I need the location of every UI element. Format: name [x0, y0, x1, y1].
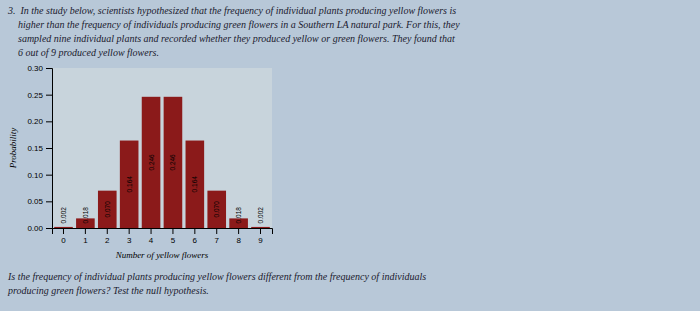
tick-label: 6 — [193, 236, 198, 245]
paragraph: Is the frequency of individual plants pr… — [7, 271, 426, 296]
tick-mark — [46, 175, 52, 176]
page: 3. In the study below, scientists hypoth… — [0, 0, 700, 311]
tick-mark — [46, 121, 52, 122]
tick: 0.15 — [27, 144, 52, 153]
data-label: 0.018 — [82, 207, 89, 224]
tick-mark — [107, 228, 108, 234]
tick: 0.00 — [27, 224, 52, 233]
paragraph-line: 6 out of 9 produced yellow flowers. — [8, 47, 159, 58]
tick-label: 5 — [171, 236, 176, 245]
bars — [54, 97, 270, 228]
tick: 0.20 — [27, 117, 52, 126]
tick-label: 0.20 — [27, 117, 43, 126]
bar — [251, 227, 270, 228]
data-label: 0.246 — [169, 154, 176, 171]
tick-label: 0.10 — [27, 171, 43, 180]
tick: 0.10 — [27, 171, 52, 180]
data-label: 0.070 — [104, 201, 111, 218]
tick: 0.30 — [27, 64, 52, 73]
tick-mark — [129, 228, 130, 234]
bar — [120, 141, 139, 228]
paragraph-line: sampled nine individual plants and recor… — [8, 33, 455, 44]
bar — [142, 97, 161, 228]
tick-label: 0 — [61, 236, 66, 245]
tick-label: 7 — [214, 236, 219, 245]
paragraph-line: 3. In the study below, scientists hypoth… — [7, 5, 456, 16]
data-label: 0.002 — [257, 207, 264, 224]
tick-label: 0.25 — [27, 91, 43, 100]
data-label: 0.018 — [235, 207, 242, 224]
tick: 0 — [61, 228, 66, 245]
tick: 4 — [149, 228, 154, 245]
tick-mark — [46, 95, 52, 96]
tick-mark — [260, 228, 261, 234]
tick-mark — [46, 148, 52, 149]
tick-label: 3 — [127, 236, 132, 245]
tick-label: 0.05 — [27, 197, 43, 206]
plot-background — [52, 68, 272, 228]
tick: 7 — [214, 228, 219, 245]
tick-label: 8 — [236, 236, 241, 245]
chart: 0 1 2 3 4 5 6 7 8 9 0.00 0.05 0.10 0.15 0.20 0.25 0.30 Nu… — [8, 64, 273, 260]
data-label: 0.070 — [213, 201, 220, 218]
y-axis-title: Probability — [8, 128, 18, 170]
data-label: 0.164 — [126, 176, 133, 193]
tick-mark — [172, 228, 173, 234]
tick-mark — [216, 228, 217, 234]
tick-label: 0.30 — [27, 64, 43, 73]
bar — [164, 97, 183, 228]
tick: 5 — [171, 228, 176, 245]
bar — [207, 191, 226, 228]
paragraph: 3. In the study below, scientists hypoth… — [7, 5, 460, 58]
paragraph-line: Is the frequency of individual plants pr… — [7, 271, 426, 282]
tick-mark — [238, 228, 239, 234]
tick: 2 — [105, 228, 110, 245]
tick-label: 2 — [105, 236, 110, 245]
tick: 0.25 — [27, 91, 52, 100]
tick-label: 0.00 — [27, 224, 43, 233]
tick-label: 4 — [149, 236, 154, 245]
tick: 6 — [193, 228, 198, 245]
paragraph-line: producing green flowers? Test the null h… — [7, 285, 209, 296]
x-axis-title: Number of yellow flowers — [115, 250, 209, 260]
tick-mark — [151, 228, 152, 234]
tick-mark — [85, 228, 86, 234]
data-label: 0.002 — [60, 207, 67, 224]
tick-mark — [46, 201, 52, 202]
tick-mark — [46, 228, 52, 229]
bar — [54, 227, 73, 228]
y-axis: 0.00 0.05 0.10 0.15 0.20 0.25 0.30 — [27, 64, 52, 233]
tick: 8 — [236, 228, 241, 245]
paragraph-line: higher than the frequency of individuals… — [8, 19, 460, 30]
tick: 0.05 — [27, 197, 52, 206]
bar — [98, 191, 117, 228]
data-label: 0.246 — [148, 154, 155, 171]
tick-mark — [46, 68, 52, 69]
x-axis: 0 1 2 3 4 5 6 7 8 9 — [53, 228, 273, 245]
tick: 9 — [258, 228, 263, 245]
data-labels: 0.002 0.018 0.070 0.164 0.246 0.246 0.164 0.070… — [60, 154, 264, 224]
tick-mark — [194, 228, 195, 234]
tick-mark — [63, 228, 64, 234]
bar — [186, 141, 205, 228]
tick: 3 — [127, 228, 132, 245]
tick-label: 9 — [258, 236, 263, 245]
tick: 1 — [83, 228, 88, 245]
tick-label: 1 — [83, 236, 88, 245]
axis-line — [46, 69, 53, 229]
tick-label: 0.15 — [27, 144, 43, 153]
axis-line — [53, 229, 273, 235]
data-label: 0.164 — [191, 176, 198, 193]
